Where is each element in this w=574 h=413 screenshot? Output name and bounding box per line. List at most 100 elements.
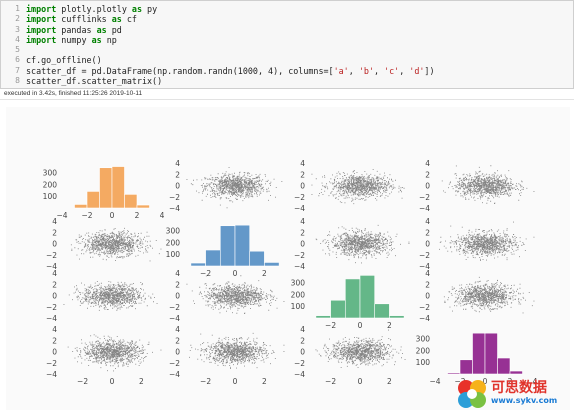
scatter-x-tick-label: 2 xyxy=(387,377,392,386)
hist-y-tick-label: 100 xyxy=(416,358,431,367)
histogram-bar-a-4 xyxy=(124,194,138,209)
histogram-bar-a-3 xyxy=(111,166,125,209)
output-area: 300 200 100 −4 −2 0 2 4 4 2 0 −2 −4 4 2 0 −2 −4 4 2 0 −2 −4 4 2 0… xyxy=(6,107,570,410)
scatter-panel-a-d xyxy=(441,165,535,204)
execution-status: executed in 3.42s, finished 11:25:26 201… xyxy=(4,90,143,97)
keyword-token: import xyxy=(26,24,57,35)
hist-x-tick-label: 0 xyxy=(233,269,238,278)
scatter-y-tick-label: −2 xyxy=(169,359,180,368)
scatter-y-tick-label: 2 xyxy=(425,228,430,237)
hist-x-tick-label: 0 xyxy=(483,377,488,386)
scatter-y-tick-label: −4 xyxy=(419,204,430,213)
scatter-y-tick-label: −4 xyxy=(169,370,180,379)
scatter-y-tick-label: 4 xyxy=(425,269,430,278)
scatter-y-tick-label: 2 xyxy=(175,170,180,179)
scatter-x-tick-label: 0 xyxy=(233,377,238,386)
hist-y-tick-label: 100 xyxy=(43,192,58,201)
histogram-bar-d-5 xyxy=(509,370,523,375)
histogram-bar-b-1 xyxy=(205,249,221,267)
scatter-y-tick-label: 4 xyxy=(300,325,305,334)
hist-x-tick-label: −2 xyxy=(200,269,211,278)
code-editor[interactable]: import plotly.plotly as py import cufflin… xyxy=(26,4,435,86)
scatter-y-tick-label: 0 xyxy=(175,348,180,357)
scatter-x-tick-label: 0 xyxy=(358,377,363,386)
histogram-bar-b-5 xyxy=(264,262,280,267)
string-token: 'a' xyxy=(333,65,349,76)
histogram-bar-b-4 xyxy=(249,250,265,267)
code-token: , xyxy=(373,65,385,76)
scatter-y-tick-label: 0 xyxy=(52,348,57,357)
scatter-panel-d-a xyxy=(67,334,162,372)
histogram-bar-a-1 xyxy=(86,191,100,209)
histogram-bar-d-3 xyxy=(484,332,498,375)
code-line: scatter_df = pd.DataFrame(np.random.rand… xyxy=(26,66,435,76)
scatter-y-tick-label: 0 xyxy=(52,240,57,249)
code-token: cf.go_offline() xyxy=(26,55,102,66)
histogram-bar-c-0 xyxy=(315,315,331,319)
hist-x-tick-label: 2 xyxy=(387,321,392,330)
hist-y-tick-label: 100 xyxy=(166,250,181,259)
string-token: 'd' xyxy=(409,65,425,76)
hist-y-tick-label: 100 xyxy=(291,302,306,311)
scatter-panel-b-a xyxy=(70,227,162,262)
scatter-y-tick-label: 0 xyxy=(300,182,305,191)
line-number: 6 xyxy=(15,55,20,65)
code-token: pandas xyxy=(56,24,97,35)
scatter-x-tick-label: −2 xyxy=(77,377,88,386)
scatter-panel-c-b xyxy=(186,275,285,314)
code-line xyxy=(26,45,435,55)
hist-x-tick-label: −4 xyxy=(429,377,440,386)
line-number: 7 xyxy=(15,65,20,75)
hist-y-tick-label: 300 xyxy=(166,226,181,235)
scatter-points xyxy=(311,169,405,205)
code-line: cf.go_offline() xyxy=(26,55,435,65)
line-number: 8 xyxy=(15,76,20,86)
scatter-points xyxy=(67,334,162,372)
code-token: , xyxy=(348,65,359,76)
histogram-bar-c-5 xyxy=(389,315,405,319)
scatter-panel-d-c xyxy=(315,329,406,368)
line-number: 2 xyxy=(15,14,20,24)
histogram-bar-c-3 xyxy=(359,275,376,319)
keyword-token: as xyxy=(96,24,107,35)
hist-y-tick-label: 300 xyxy=(291,278,306,287)
hist-y-tick-label: 200 xyxy=(43,180,58,189)
scatter-y-tick-label: −4 xyxy=(294,204,305,213)
scatter-y-tick-label: −4 xyxy=(46,262,57,271)
hist-y-tick-label: 300 xyxy=(43,168,58,177)
scatter-y-tick-label: 0 xyxy=(175,182,180,191)
histogram-bar-d-1 xyxy=(459,359,473,375)
code-token: cufflinks xyxy=(56,14,112,25)
line-number: 5 xyxy=(15,45,20,55)
scatter-y-tick-label: −2 xyxy=(419,303,430,312)
hist-x-tick-label: −2 xyxy=(325,321,336,330)
scatter-y-tick-label: −2 xyxy=(169,303,180,312)
scatter-panel-a-b xyxy=(186,167,283,209)
scatter-panel-b-d xyxy=(439,221,535,261)
scatter-points xyxy=(189,332,285,369)
code-token: pd xyxy=(106,24,122,35)
hist-x-tick-label: −4 xyxy=(56,211,67,220)
scatter-y-tick-label: 4 xyxy=(175,159,180,168)
code-line: import cufflinks as cf xyxy=(26,14,435,24)
hist-y-tick-label: 300 xyxy=(416,334,431,343)
scatter-y-tick-label: 2 xyxy=(52,228,57,237)
histogram-bar-b-2 xyxy=(219,225,236,267)
scatter-y-tick-label: −4 xyxy=(169,204,180,213)
code-token: ]) xyxy=(424,65,435,76)
scatter-y-tick-label: −2 xyxy=(46,251,57,260)
scatter-points xyxy=(186,167,283,209)
hist-x-tick-label: −2 xyxy=(81,211,92,220)
scatter-points xyxy=(315,329,406,368)
scatter-y-tick-label: −4 xyxy=(419,314,430,323)
scatter-panel-b-c xyxy=(315,224,410,264)
scatter-y-tick-label: 2 xyxy=(52,280,57,289)
scatter-y-tick-label: 4 xyxy=(300,159,305,168)
scatter-y-tick-label: −2 xyxy=(169,193,180,202)
keyword-token: import xyxy=(26,34,57,45)
histogram-bar-a-2 xyxy=(99,167,113,209)
code-token: plotly.plotly xyxy=(56,4,132,14)
scatter-y-tick-label: 4 xyxy=(175,325,180,334)
